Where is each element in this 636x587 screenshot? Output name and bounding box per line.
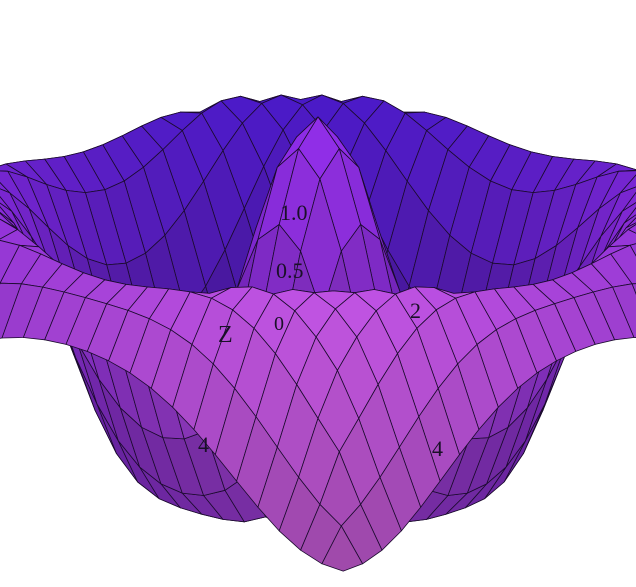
z-tick-mid: 0.5 <box>276 258 304 283</box>
z-axis-title: Z <box>218 322 233 348</box>
mesh-cell <box>621 191 636 212</box>
z-tick-zero: 0 <box>274 313 284 335</box>
axis-labels: Z 1.0 0.5 0 2 4 4 <box>198 200 443 461</box>
mesh-cell <box>0 196 13 212</box>
mesh-cell <box>0 182 11 194</box>
surface-mesh <box>0 94 636 572</box>
mesh-cell <box>0 212 17 229</box>
right-axis-tick: 2 <box>410 298 421 323</box>
mesh-cell <box>627 224 636 234</box>
mesh-cell <box>625 217 636 229</box>
mesh-cell <box>0 218 18 240</box>
z-tick-top: 1.0 <box>280 200 308 225</box>
mesh-cell <box>321 525 364 572</box>
mesh-cell <box>623 207 636 224</box>
mesh-cell <box>0 206 15 224</box>
front-left-tick: 4 <box>198 432 209 457</box>
front-right-tick: 4 <box>432 436 443 461</box>
